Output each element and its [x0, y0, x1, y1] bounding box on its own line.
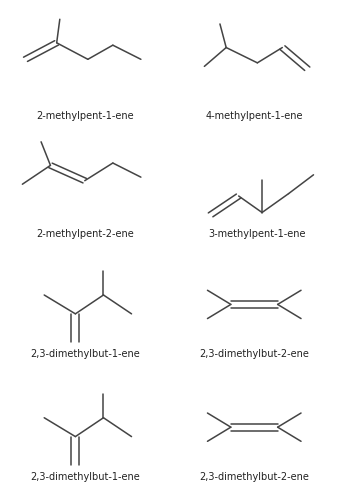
Text: 2,3-dimethylbut-1-ene: 2,3-dimethylbut-1-ene	[30, 349, 140, 359]
Text: 2,3-dimethylbut-2-ene: 2,3-dimethylbut-2-ene	[199, 472, 309, 482]
Text: 2,3-dimethylbut-2-ene: 2,3-dimethylbut-2-ene	[199, 349, 309, 359]
Text: 2-methylpent-1-ene: 2-methylpent-1-ene	[36, 111, 134, 121]
Text: 3-methylpent-1-ene: 3-methylpent-1-ene	[208, 229, 306, 239]
Text: 4-methylpent-1-ene: 4-methylpent-1-ene	[205, 111, 303, 121]
Text: 2,3-dimethylbut-1-ene: 2,3-dimethylbut-1-ene	[30, 472, 140, 482]
Text: 2-methylpent-2-ene: 2-methylpent-2-ene	[36, 229, 134, 239]
